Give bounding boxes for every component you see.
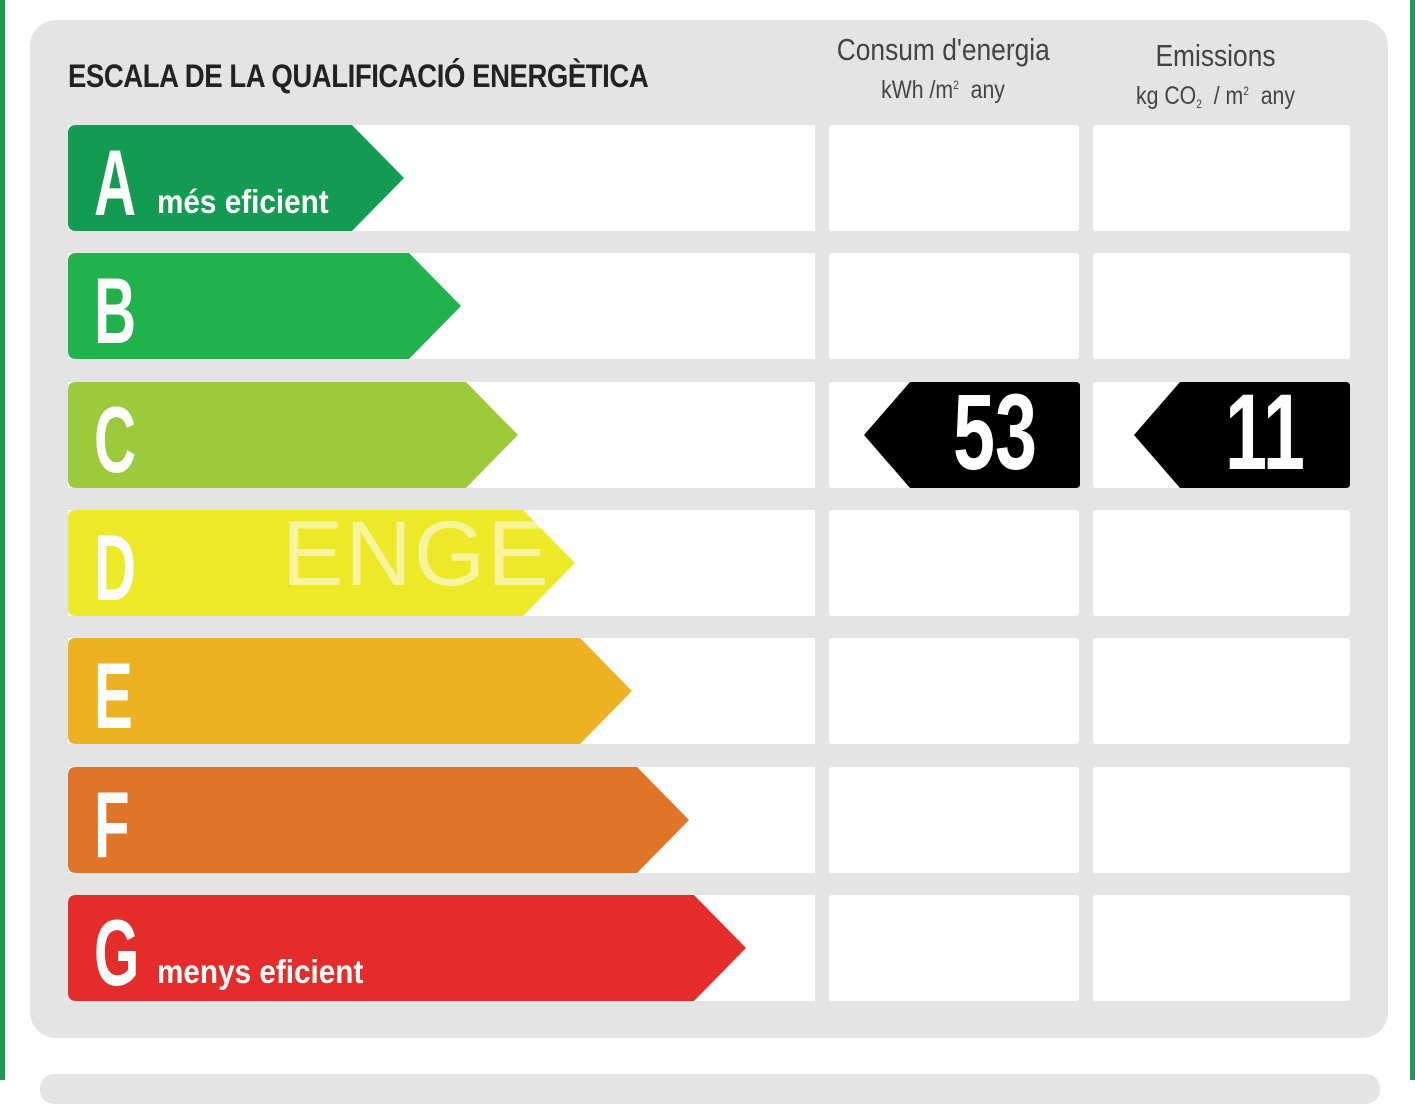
rating-sublabel-g: menys eficient (157, 953, 364, 990)
rating-arrow-g (68, 895, 746, 1001)
energy-value-marker-value: 53 (952, 371, 1038, 492)
emissions-header-label: Emissions (1155, 38, 1276, 73)
rating-arrow-c (68, 382, 518, 488)
rating-letter-g: G (94, 900, 140, 1005)
rating-arrow-shape-f (68, 767, 689, 873)
rating-letter-c: C (94, 387, 137, 492)
emissions-cell-f (1093, 767, 1350, 873)
emissions-value-marker-shape (1134, 382, 1350, 488)
energy-cell-e (829, 638, 1079, 744)
rating-letter-d: D (94, 515, 137, 620)
rating-letter-f: F (94, 772, 130, 877)
rating-arrow-shape-a (68, 125, 404, 231)
energy-cell-b (829, 253, 1079, 359)
rating-arrow-a (68, 125, 404, 231)
emissions-cell-d (1093, 510, 1350, 616)
rating-arrow-shape-g (68, 895, 746, 1001)
rating-arrow-d (68, 510, 575, 616)
scale-title: ESCALA DE LA QUALIFICACIÓ ENERGÈTICA (68, 58, 649, 94)
energy-cell-d (829, 510, 1079, 616)
energy-value-marker: 53 (864, 378, 1080, 488)
watermark: ENGE (282, 503, 551, 605)
emissions-column-header: Emissions kg CO2 / m2 any (1107, 38, 1324, 111)
rating-arrow-f (68, 767, 689, 873)
rating-letter-b: B (94, 258, 137, 363)
emissions-header-unit: kg CO2 / m2 any (1135, 82, 1296, 111)
right-border (1410, 0, 1415, 1080)
lower-panel-edge (40, 1074, 1380, 1104)
rating-arrow-shape-d (68, 510, 575, 616)
emissions-cell-a (1093, 125, 1350, 231)
rating-sublabel-a: més eficient (157, 183, 329, 220)
rating-letter-e: E (94, 643, 133, 748)
rating-arrow-e (68, 638, 632, 744)
energy-cell-g (829, 895, 1079, 1001)
energy-value-marker-shape (864, 382, 1080, 488)
energy-header-label: Consum d'energia (836, 32, 1050, 67)
energy-cell-f (829, 767, 1079, 873)
energy-column-header: Consum d'energia kWh /m2 any (837, 32, 1050, 105)
rating-arrow-shape-e (68, 638, 632, 744)
rating-arrow-b (68, 253, 461, 359)
rating-arrow-shape-b (68, 253, 461, 359)
energy-cell-a (829, 125, 1079, 231)
emissions-cell-e (1093, 638, 1350, 744)
emissions-cell-g (1093, 895, 1350, 1001)
emissions-value-marker: 11 (1134, 378, 1350, 488)
emissions-value-marker-value: 11 (1225, 371, 1305, 492)
rating-letter-a: A (94, 130, 137, 235)
emissions-cell-b (1093, 253, 1350, 359)
rating-arrow-shape-c (68, 382, 518, 488)
left-border (0, 0, 5, 1080)
energy-header-unit: kWh /m2 any (881, 76, 1005, 104)
